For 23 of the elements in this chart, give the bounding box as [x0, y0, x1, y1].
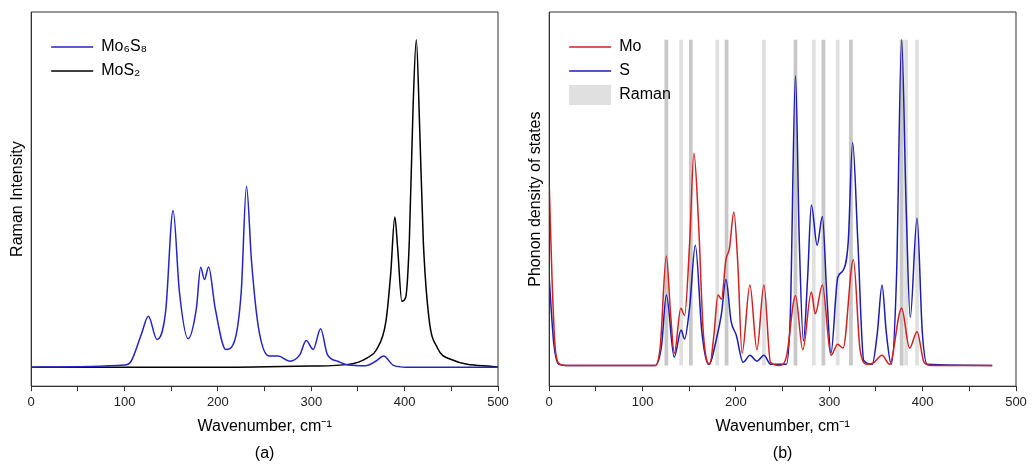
x-tick-label: 200 [725, 393, 747, 409]
x-axis-title: Wavenumber, cm⁻¹ [197, 416, 332, 434]
text: (b) [772, 444, 793, 462]
legend-label: MoS₂ [101, 61, 141, 79]
x-tick-label: 300 [818, 393, 841, 409]
x-tick-label: 500 [1005, 393, 1027, 409]
x-tick-label: 0 [545, 393, 553, 409]
x-tick-label: 400 [911, 393, 934, 409]
legend-label: S [619, 61, 630, 79]
x-tick-label: 300 [300, 393, 323, 409]
x-tick-label: 100 [113, 393, 136, 409]
text: (a) [254, 444, 275, 462]
x-tick-label: 500 [487, 393, 509, 409]
legend-label: Mo [619, 37, 642, 55]
y-axis-title: Raman Intensity [8, 141, 26, 257]
x-tick-label: 400 [393, 393, 416, 409]
x-tick-label: 0 [27, 393, 35, 409]
y-axis-title: Phonon density of states [526, 111, 544, 287]
x-axis-title: Wavenumber, cm⁻¹ [715, 416, 850, 434]
legend-label: Mo₆S₈ [101, 37, 148, 55]
band-label: Raman [619, 85, 671, 103]
x-tick-label: 200 [207, 393, 229, 409]
x-tick-label: 100 [631, 393, 654, 409]
